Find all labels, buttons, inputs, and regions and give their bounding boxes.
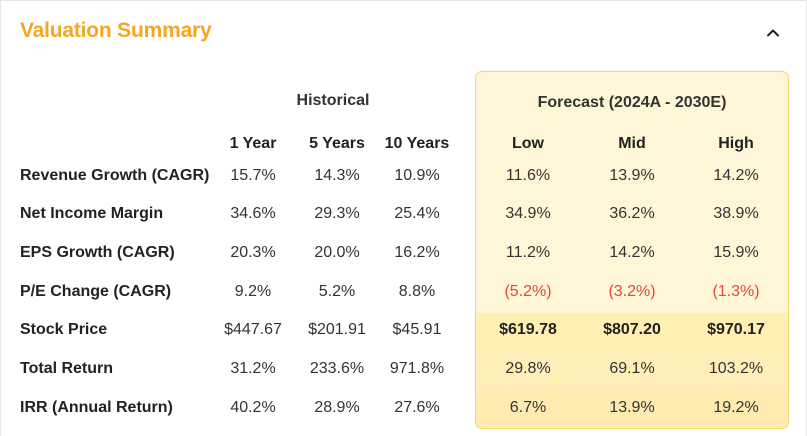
table-cell: 15.9% bbox=[713, 244, 759, 261]
table-cell: $201.91 bbox=[308, 321, 366, 338]
table-cell: 20.3% bbox=[230, 244, 276, 261]
table-cell: $970.17 bbox=[707, 321, 765, 338]
table-cell-negative: (5.2%) bbox=[504, 283, 552, 300]
forecast-group-header: Forecast (2024A - 2030E) bbox=[537, 94, 727, 111]
table-cell: 69.1% bbox=[609, 360, 655, 377]
column-header-1-year: 1 Year bbox=[229, 135, 277, 152]
table-cell: 28.9% bbox=[314, 399, 360, 416]
collapse-button[interactable] bbox=[761, 21, 785, 45]
table-cell: $807.20 bbox=[603, 321, 661, 338]
chevron-up-icon bbox=[767, 29, 779, 37]
highlight-band bbox=[476, 391, 788, 428]
table-cell: $45.91 bbox=[392, 321, 442, 338]
table-cell: 29.3% bbox=[314, 205, 360, 222]
section-title: Valuation Summary bbox=[20, 19, 212, 42]
table-cell: 5.2% bbox=[318, 283, 356, 300]
table-cell: 6.7% bbox=[509, 399, 547, 416]
table-cell: 233.6% bbox=[309, 360, 365, 377]
table-cell: 11.6% bbox=[505, 167, 551, 184]
row-label-pe-change: P/E Change (CAGR) bbox=[20, 283, 172, 300]
row-label-net-income-margin: Net Income Margin bbox=[20, 205, 164, 222]
table-cell: 38.9% bbox=[713, 205, 759, 222]
table-cell: 36.2% bbox=[609, 205, 655, 222]
table-cell: 9.2% bbox=[234, 283, 272, 300]
column-header-mid: Mid bbox=[618, 135, 646, 152]
table-cell: 13.9% bbox=[609, 167, 655, 184]
table-cell: 8.8% bbox=[398, 283, 436, 300]
highlight-band bbox=[476, 352, 788, 391]
table-cell: 40.2% bbox=[230, 399, 276, 416]
table-cell: 29.8% bbox=[505, 360, 551, 377]
column-header-10-years: 10 Years bbox=[384, 135, 450, 152]
table-cell: 11.2% bbox=[505, 244, 551, 261]
row-label-irr: IRR (Annual Return) bbox=[20, 399, 173, 416]
table-cell: 971.8% bbox=[389, 360, 445, 377]
table-cell: 103.2% bbox=[708, 360, 764, 377]
table-cell: 14.3% bbox=[314, 167, 360, 184]
highlight-band bbox=[476, 313, 788, 352]
row-label-stock-price: Stock Price bbox=[20, 321, 108, 338]
table-cell: 25.4% bbox=[394, 205, 440, 222]
table-cell-negative: (3.2%) bbox=[608, 283, 656, 300]
table-cell: 15.7% bbox=[230, 167, 276, 184]
row-label-revenue-growth: Revenue Growth (CAGR) bbox=[20, 167, 210, 184]
table-cell: 20.0% bbox=[314, 244, 360, 261]
table-cell: $619.78 bbox=[499, 321, 557, 338]
table-cell: 34.9% bbox=[505, 205, 551, 222]
table-cell: 31.2% bbox=[230, 360, 276, 377]
table-cell: 14.2% bbox=[713, 167, 759, 184]
table-cell: 34.6% bbox=[230, 205, 276, 222]
table-cell: 14.2% bbox=[609, 244, 655, 261]
table-cell: 10.9% bbox=[394, 167, 440, 184]
table-cell: 16.2% bbox=[394, 244, 440, 261]
column-header-high: High bbox=[718, 135, 754, 152]
column-header-low: Low bbox=[512, 135, 544, 152]
row-label-total-return: Total Return bbox=[20, 360, 114, 377]
table-cell: $447.67 bbox=[224, 321, 282, 338]
row-label-eps-growth: EPS Growth (CAGR) bbox=[20, 244, 175, 261]
table-cell: 19.2% bbox=[713, 399, 759, 416]
table-cell-negative: (1.3%) bbox=[712, 283, 760, 300]
table-cell: 27.6% bbox=[394, 399, 440, 416]
table-cell: 13.9% bbox=[609, 399, 655, 416]
historical-group-header: Historical bbox=[296, 92, 370, 109]
column-header-5-years: 5 Years bbox=[309, 135, 365, 152]
